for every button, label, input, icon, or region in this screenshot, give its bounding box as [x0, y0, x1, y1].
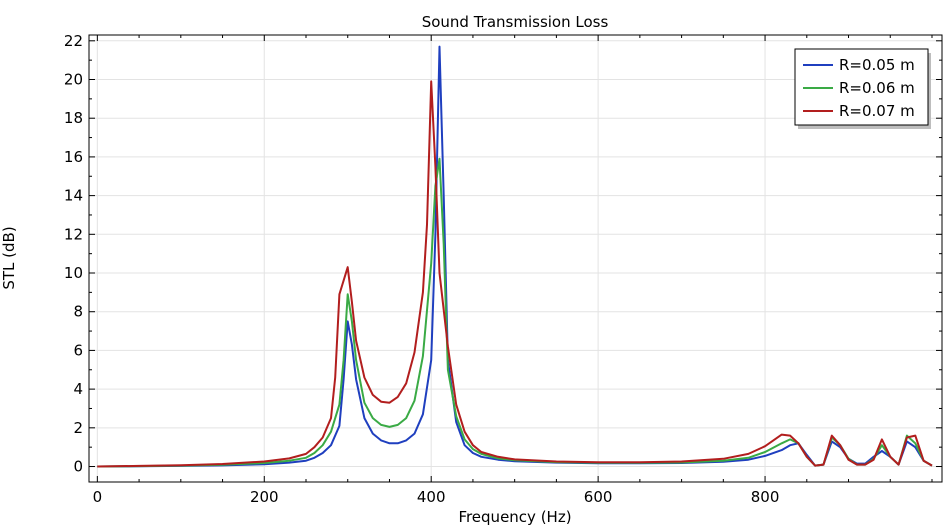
y-tick-label: 20 — [64, 71, 83, 89]
y-tick-label: 22 — [64, 32, 83, 50]
plot-frame — [88, 34, 943, 483]
chart-title: Sound Transmission Loss — [422, 13, 609, 31]
x-axis-title: Frequency (Hz) — [458, 508, 571, 526]
y-tick-label: 18 — [64, 109, 83, 127]
legend-entries: R=0.05 m R=0.06 m R=0.07 m — [803, 56, 915, 120]
x-tick-label: 800 — [751, 488, 780, 506]
legend-label-1: R=0.05 m — [839, 56, 915, 74]
x-tick-label: 600 — [584, 488, 613, 506]
legend-label-2: R=0.06 m — [839, 79, 915, 97]
y-axis-title: STL (dB) — [0, 226, 18, 289]
y-tick-label: 16 — [64, 148, 83, 166]
y-tick-label: 6 — [73, 341, 83, 359]
y-tick-label: 10 — [64, 264, 83, 282]
y-tick-label: 14 — [64, 187, 83, 205]
series-line-3 — [97, 80, 933, 468]
series-lines — [97, 45, 933, 468]
y-tick-label: 0 — [73, 458, 83, 476]
x-tick-label: 400 — [417, 488, 446, 506]
axis-ticks: 0 200 400 600 800 0 2 4 6 8 10 12 14 16 18 20 22 — [64, 32, 942, 506]
y-tick-label: 12 — [64, 225, 83, 243]
x-tick-label: 0 — [93, 488, 103, 506]
y-tick-label: 8 — [73, 303, 83, 321]
y-tick-label: 4 — [73, 380, 83, 398]
legend-label-3: R=0.07 m — [839, 102, 915, 120]
y-tick-label: 2 — [73, 419, 83, 437]
x-tick-label: 200 — [250, 488, 279, 506]
legend: R=0.05 m R=0.06 m R=0.07 m — [794, 48, 931, 129]
